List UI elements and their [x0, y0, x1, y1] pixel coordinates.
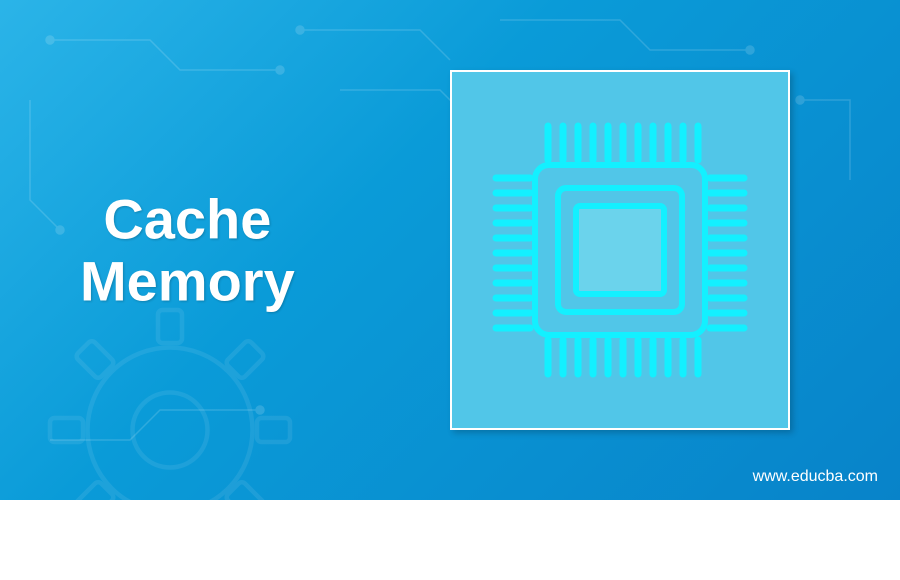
title-line-2: Memory [80, 250, 295, 312]
tutorial-banner: Cache Memory [0, 0, 900, 500]
website-url: www.educba.com [753, 468, 878, 486]
title-line-1: Cache [80, 188, 295, 250]
chip-illustration-frame [450, 70, 790, 430]
gear-background-decoration [20, 280, 320, 580]
title-block: Cache Memory [80, 188, 295, 311]
cpu-chip-icon [470, 90, 770, 410]
